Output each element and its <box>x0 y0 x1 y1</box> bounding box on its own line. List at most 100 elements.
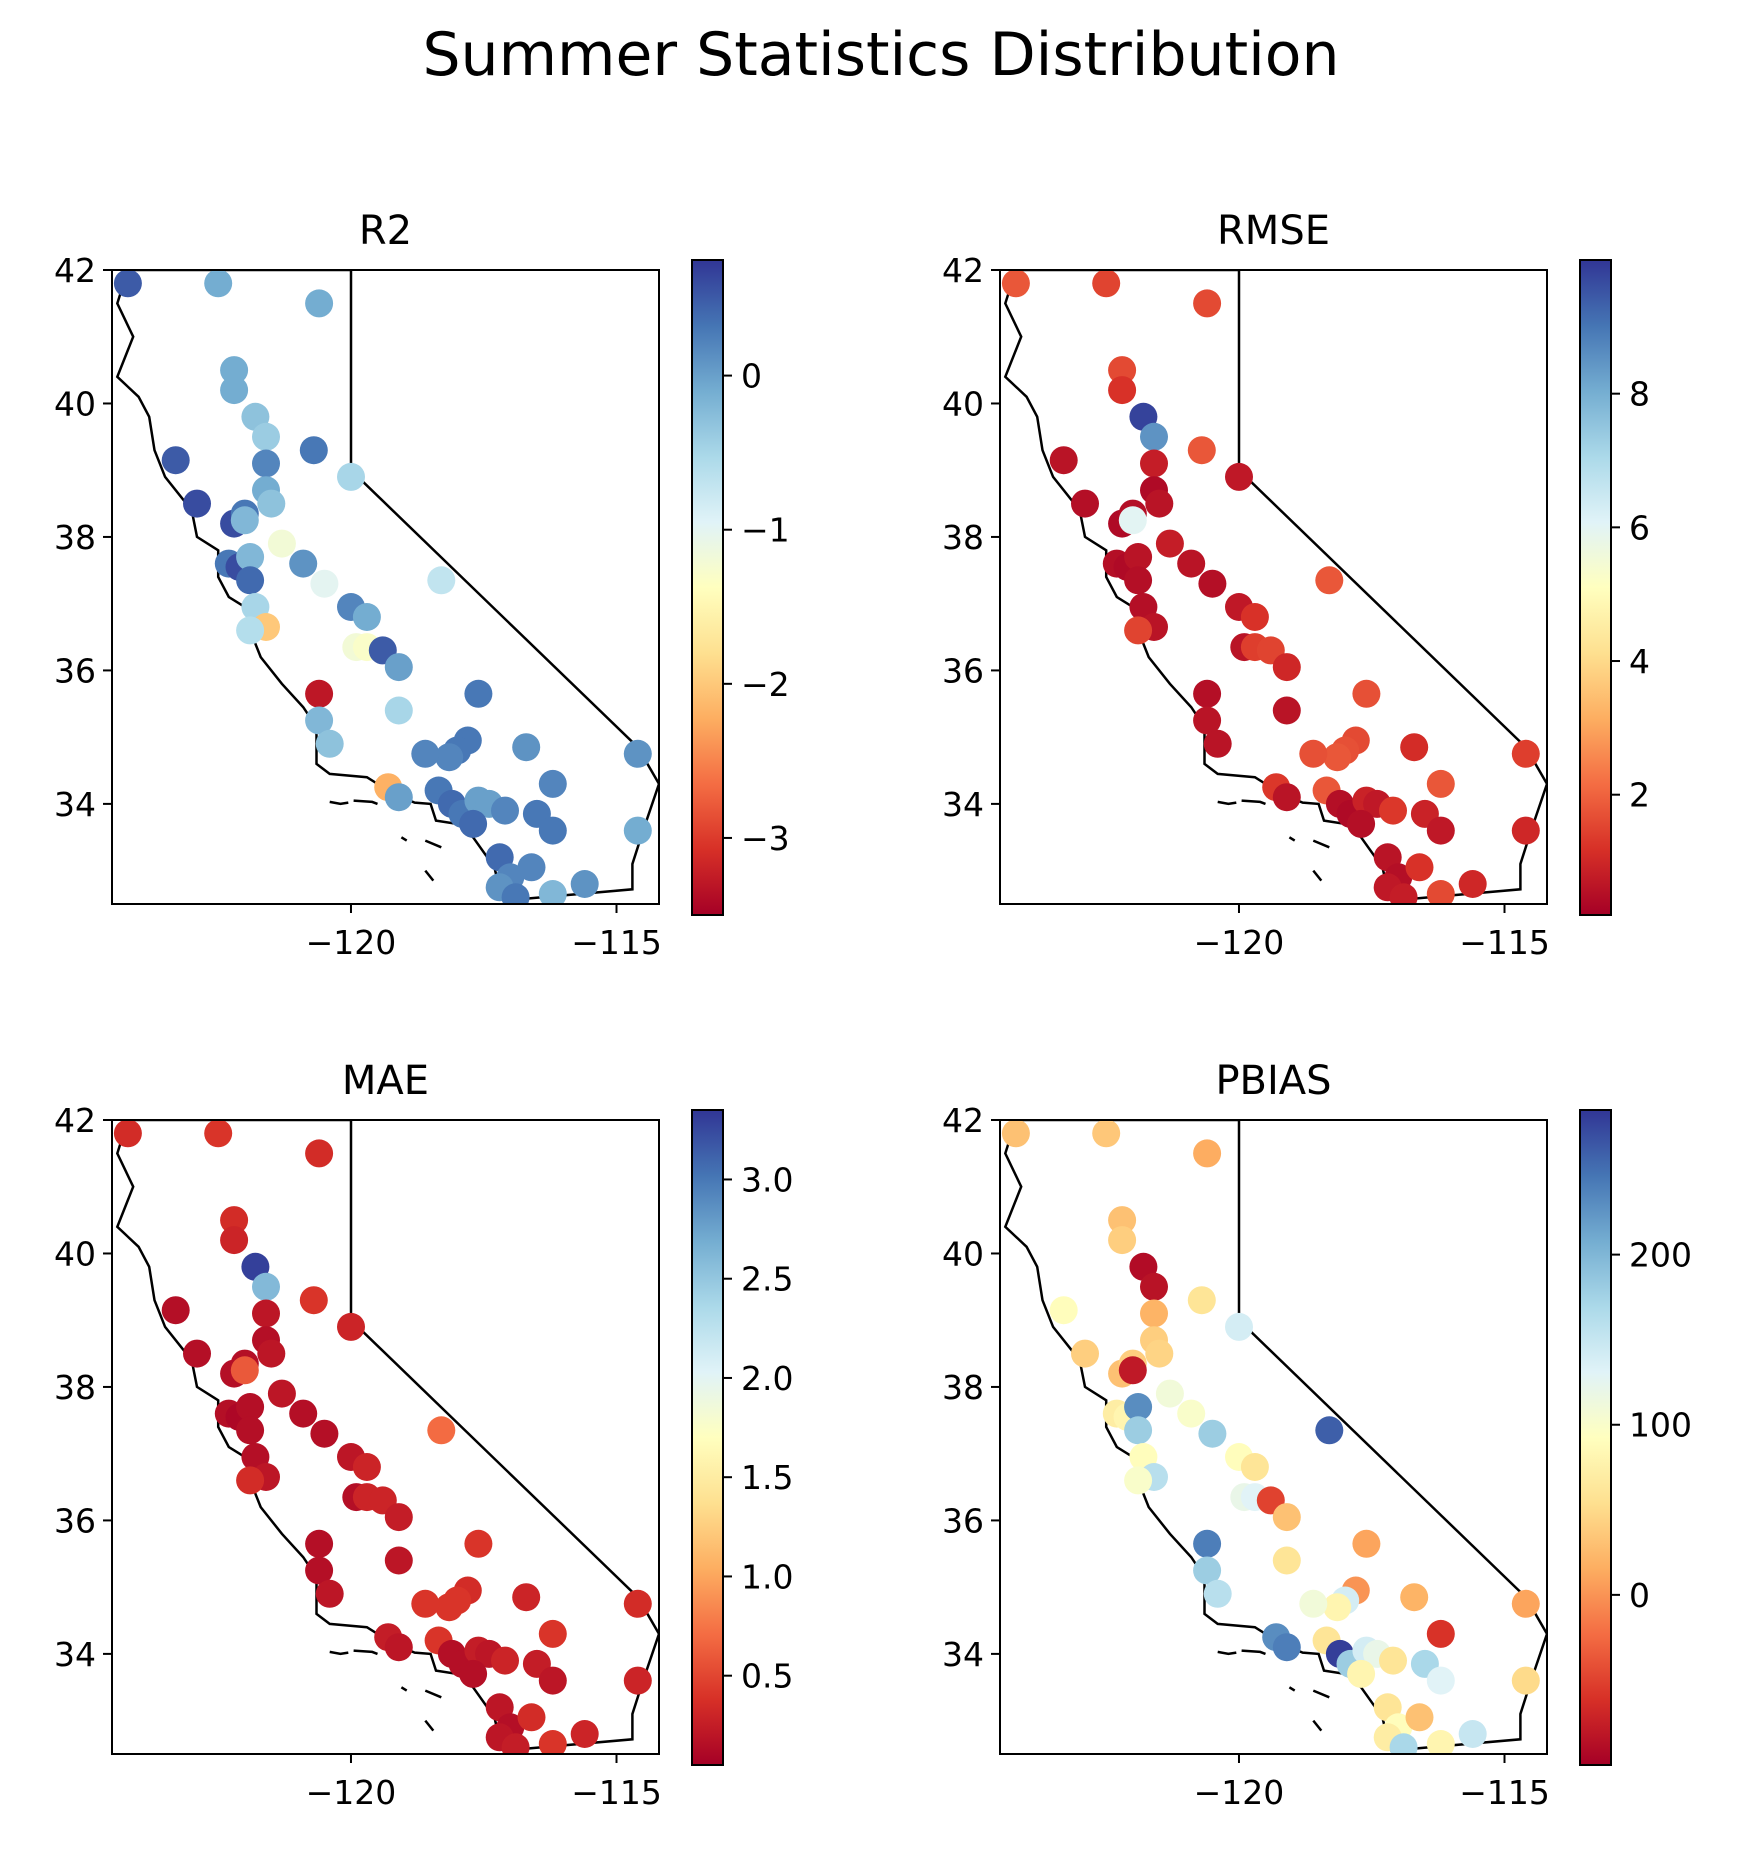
station-point <box>411 1589 440 1618</box>
station-point <box>1426 1666 1455 1695</box>
island-outline <box>329 800 349 806</box>
station-point <box>459 1659 488 1688</box>
island-outline <box>1217 800 1237 806</box>
panel-title: RMSE <box>1217 208 1330 254</box>
station-point <box>183 1339 211 1368</box>
station-point <box>1426 769 1455 798</box>
station-point <box>352 603 381 631</box>
island-outline <box>1312 869 1323 882</box>
station-point <box>1511 739 1540 768</box>
x-tick-label: −120 <box>1194 923 1285 962</box>
station-point <box>299 436 328 465</box>
station-point <box>1272 653 1301 682</box>
y-tick-label: 38 <box>942 518 984 557</box>
station-point <box>252 449 280 478</box>
station-point <box>435 743 464 772</box>
station-point <box>315 729 344 758</box>
station-point <box>464 679 493 708</box>
colorbar-tick-label: 1.5 <box>741 1458 793 1497</box>
station-point <box>623 1589 652 1618</box>
station-point <box>1145 1339 1174 1368</box>
station-point <box>1193 1139 1222 1168</box>
axes-frame <box>111 1119 660 1755</box>
station-point <box>1124 616 1153 645</box>
colorbar-tick-label: 0 <box>741 357 762 396</box>
station-point <box>252 1299 280 1328</box>
station-point <box>161 446 190 475</box>
station-point <box>1118 506 1147 535</box>
station-point <box>1203 1579 1232 1608</box>
station-point <box>538 1666 567 1695</box>
station-point <box>1400 1583 1429 1612</box>
y-tick-label: 40 <box>54 1234 96 1273</box>
station-point <box>1272 1503 1301 1532</box>
station-point <box>384 1546 413 1575</box>
station-point <box>1315 566 1344 595</box>
colorbar <box>1579 259 1612 916</box>
station-point <box>220 1226 249 1255</box>
state-border <box>127 1120 659 1752</box>
station-point <box>517 853 546 882</box>
island-outline <box>1241 799 1266 806</box>
y-tick-label: 40 <box>54 384 96 423</box>
island-outline <box>1312 1689 1330 1699</box>
x-tick-label: −115 <box>571 923 662 962</box>
station-point <box>337 1312 365 1341</box>
y-tick-label: 34 <box>54 1635 96 1674</box>
y-tick-label: 34 <box>54 785 96 824</box>
axes-frame <box>999 269 1548 905</box>
y-tick-label: 36 <box>54 651 96 690</box>
station-point <box>538 816 567 845</box>
station-point <box>1198 569 1227 598</box>
station-point <box>1198 1419 1227 1448</box>
station-point <box>1124 543 1153 571</box>
y-tick-label: 36 <box>942 651 984 690</box>
station-point <box>1352 679 1381 708</box>
station-point <box>570 870 599 898</box>
station-point <box>1389 1733 1418 1754</box>
station-point <box>1203 729 1232 758</box>
island-outline <box>424 869 435 882</box>
station-point <box>517 1703 546 1732</box>
y-tick-label: 40 <box>942 1234 984 1273</box>
station-point <box>384 653 413 682</box>
colorbar-tick-label: 0.5 <box>741 1657 793 1696</box>
station-point <box>570 1720 599 1748</box>
station-point <box>491 796 519 825</box>
station-point <box>1426 1730 1455 1754</box>
station-point <box>623 739 652 768</box>
x-tick-label: −120 <box>1194 1773 1285 1812</box>
panel-title: PBIAS <box>1215 1058 1331 1104</box>
x-tick-label: −115 <box>1459 923 1550 962</box>
station-point <box>305 706 334 735</box>
station-point <box>1187 436 1216 465</box>
station-point <box>1193 1556 1222 1585</box>
station-point <box>1272 1546 1301 1575</box>
station-point <box>491 1646 519 1675</box>
colorbar <box>691 259 724 916</box>
y-tick-label: 42 <box>54 251 96 290</box>
station-point <box>1272 783 1301 812</box>
station-point <box>1315 1416 1344 1445</box>
station-point <box>1272 696 1301 725</box>
station-point <box>1299 1589 1328 1618</box>
station-point <box>236 1416 265 1445</box>
station-point <box>538 880 567 904</box>
station-point <box>1140 1272 1168 1301</box>
station-point <box>1177 549 1206 578</box>
y-tick-label: 34 <box>942 785 984 824</box>
colorbar-tick-label: −1 <box>741 511 790 550</box>
state-border <box>1015 1120 1547 1752</box>
station-point <box>305 289 334 318</box>
station-point <box>1187 1286 1216 1315</box>
station-point <box>183 489 211 518</box>
map-panel-r2: R2 −120 −115 34 36 38 40 42 −3 −2 −1 0 <box>54 208 790 962</box>
station-point <box>289 549 318 578</box>
station-point <box>352 1453 381 1481</box>
station-point <box>1299 739 1328 768</box>
station-point <box>1240 603 1269 631</box>
station-point <box>623 816 652 845</box>
y-tick-label: 38 <box>54 518 96 557</box>
station-point <box>1108 1226 1137 1255</box>
